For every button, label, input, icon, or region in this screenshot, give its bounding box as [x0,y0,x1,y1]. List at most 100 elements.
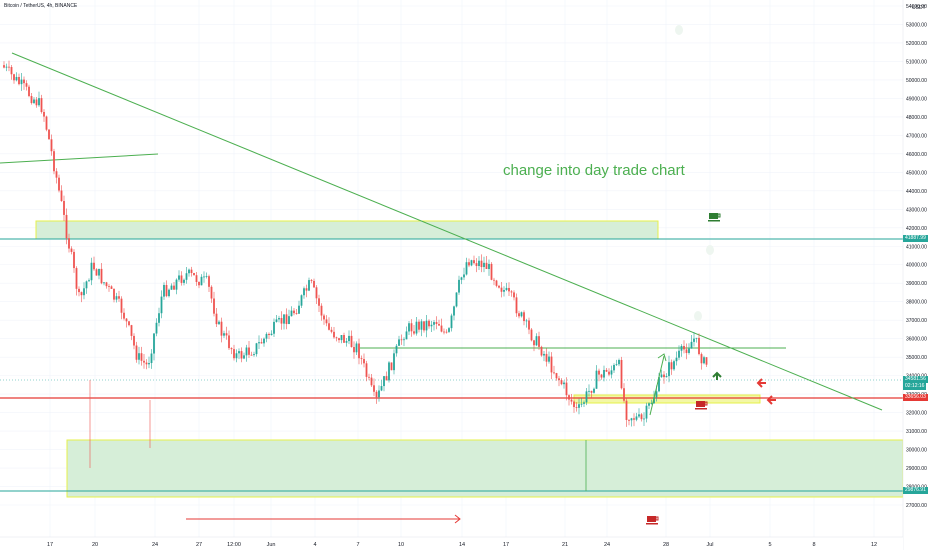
candle-body [28,86,30,97]
candle-body [115,296,118,300]
candle-body [225,333,228,336]
candle-body [273,321,275,334]
price-tick-label: 48000.00 [906,115,927,121]
candle-body [275,319,278,322]
price-tick-label: 37000.00 [906,318,927,324]
candle-body [475,263,478,267]
candle-body [233,349,235,359]
candle-body [113,288,115,300]
support-zone[interactable] [66,439,904,498]
time-tick-label: 21 [562,542,568,548]
candle-body [75,268,78,289]
coffee-cup-icon-red[interactable] [695,401,708,410]
candle-body [360,358,363,360]
candle-body [690,341,693,349]
price-tick-label: 43000.00 [906,207,927,213]
time-tick-label: 28 [663,542,669,548]
candle-body [665,376,668,378]
candle-body [170,285,173,290]
candle-body [3,65,5,68]
candle-body [585,391,588,403]
candle-body [383,376,385,387]
arrow-left-icon[interactable] [766,395,776,405]
coffee-cup-icon-red[interactable] [646,516,659,525]
candle-body [680,345,683,351]
candle-body [100,268,103,284]
time-tick-label: 7 [356,542,359,548]
candle-body [518,313,520,317]
price-tick-label: 44000.00 [906,189,927,195]
candle-body [150,353,153,364]
candle-body [603,369,605,378]
resistance-zone[interactable] [35,220,659,240]
candle-body [548,356,550,362]
time-tick-label: 14 [459,542,465,548]
price-tick-label: 31000.00 [906,429,927,435]
time-tick-label: 4 [313,542,316,548]
candle-body [538,336,540,347]
candle-body [143,360,145,363]
candle-body [705,357,708,365]
candle-body [500,287,503,292]
candle-body [488,263,490,270]
candle-body [203,276,205,278]
candle-body [25,83,28,87]
candle-body [693,338,695,342]
arrow-up-icon[interactable] [712,371,722,380]
candle-body [415,321,418,334]
candle-body [473,260,475,264]
candle-body [53,151,55,172]
candle-body [375,391,378,398]
candle-body [108,286,110,287]
candle-body [338,338,340,341]
candle-body [370,377,373,386]
annotation-text[interactable]: change into day trade chart [503,162,686,179]
candle-body [620,359,623,389]
candle-body [118,296,120,299]
candle-body [303,288,305,296]
price-tick-label: 49000.00 [906,96,927,102]
candle-body [668,362,670,377]
candle-body [250,354,253,356]
candle-body [8,66,10,68]
candle-body [495,280,498,286]
candle-body [333,331,335,338]
candle-body [543,353,545,356]
candle-body [623,388,625,401]
candle-body [123,312,125,319]
candle-body [700,354,703,364]
candle-body [85,281,88,289]
candle-body [63,200,65,215]
candle-body [685,349,688,353]
candle-body [635,416,638,420]
short-trendline[interactable] [0,153,159,164]
candle-body [175,279,178,290]
candle-body [563,382,565,385]
candle-body [298,305,300,314]
candle-body [455,292,458,307]
candle-body [320,305,323,316]
down-trendline[interactable] [11,52,883,411]
candle-body [465,262,468,275]
price-axis[interactable] [903,0,932,550]
arrow-left-icon[interactable] [756,378,766,388]
candle-body [615,364,618,366]
time-tick-label: 12:00 [227,542,241,548]
time-axis[interactable] [0,537,903,550]
candle-body [618,359,620,365]
candle-body [698,337,700,355]
red-level-badge: 33656.03 [903,394,928,401]
candle-body [228,335,230,349]
small-zone[interactable] [573,394,761,404]
projection-arrow[interactable] [649,355,665,416]
candle-body [340,335,343,341]
candle-body [425,320,428,331]
coffee-cup-icon-green[interactable] [708,213,721,222]
candle-body [523,312,525,322]
candle-body [600,374,603,378]
time-axis-ticks: 17 20 24 27 12:00 Jun 4 7 10 14 17 21 24 28 Jul 5 8 12 [47,542,877,548]
candle-body [410,323,413,332]
time-tick-label: 10 [398,542,404,548]
